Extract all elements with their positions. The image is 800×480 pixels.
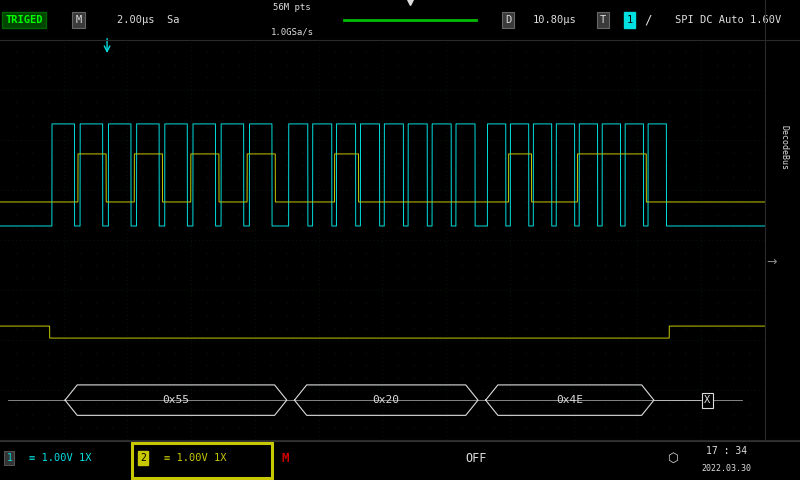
Polygon shape [294,385,478,415]
Text: M: M [282,452,290,465]
Text: 2.00μs  Sa: 2.00μs Sa [117,15,179,25]
Text: M: M [75,15,82,25]
Text: 1.0GSa/s: 1.0GSa/s [270,27,314,36]
Text: SPI DC Auto 1.60V: SPI DC Auto 1.60V [675,15,781,25]
Text: ≡ 1.00V 1X: ≡ 1.00V 1X [29,453,91,463]
Text: 2: 2 [140,453,146,463]
Text: X: X [704,395,710,405]
Text: 0x20: 0x20 [373,395,400,405]
Text: 0x55: 0x55 [162,395,190,405]
Text: 1: 1 [626,15,633,25]
FancyBboxPatch shape [132,443,272,478]
Text: 56M pts: 56M pts [273,3,311,12]
Text: TRIGED: TRIGED [6,15,43,25]
Text: OFF: OFF [466,452,486,465]
Text: D: D [505,15,511,25]
Text: ⬡: ⬡ [666,452,678,465]
Text: 17 : 34: 17 : 34 [706,446,747,456]
Text: →: → [766,255,777,268]
Text: 2022.03.30: 2022.03.30 [702,464,751,473]
Polygon shape [65,385,286,415]
Text: 10.80μs: 10.80μs [533,15,576,25]
Text: T: T [600,15,606,25]
Text: /: / [644,13,652,26]
Text: 0x4E: 0x4E [556,395,583,405]
Polygon shape [486,385,654,415]
Text: DecodeBus: DecodeBus [780,125,789,170]
Text: 1: 1 [6,453,12,463]
Text: ≡ 1.00V 1X: ≡ 1.00V 1X [164,453,226,463]
